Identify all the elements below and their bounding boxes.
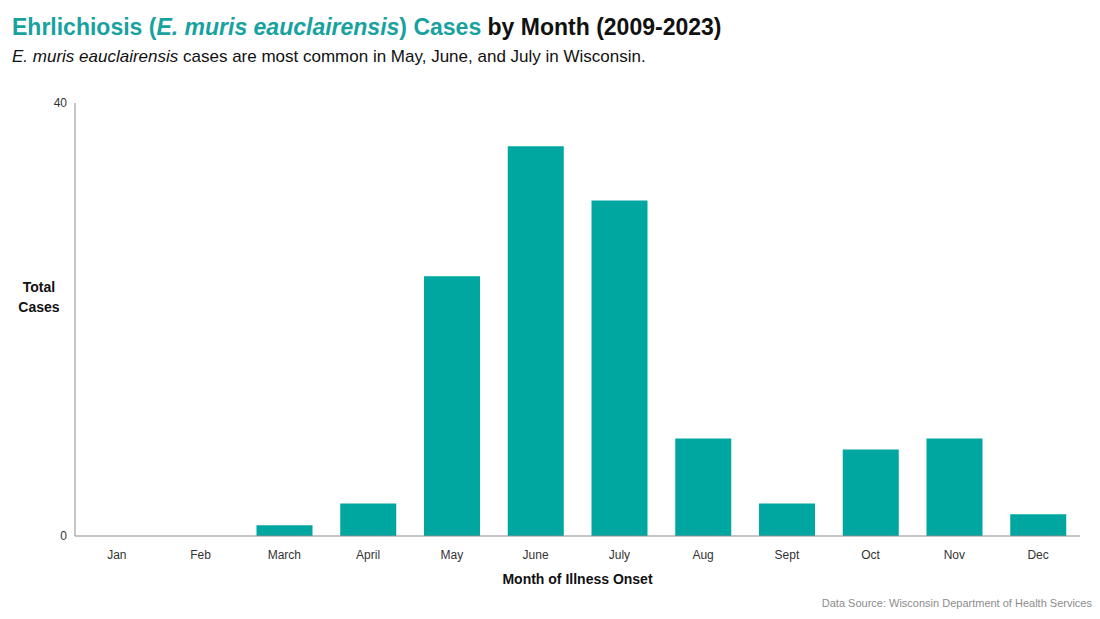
svg-text:July: July [609, 548, 630, 562]
html-text:Total Cases: Total Cases [18, 279, 60, 315]
svg-text:Sept: Sept [775, 548, 800, 562]
svg-text:Aug: Aug [692, 548, 713, 562]
svg-text:March: March [268, 548, 301, 562]
svg-text:May: May [441, 548, 464, 562]
svg-text:Nov: Nov [944, 548, 965, 562]
svg-text:40: 40 [54, 96, 68, 110]
svg-text:Dec: Dec [1027, 548, 1048, 562]
svg-text:0: 0 [60, 529, 67, 543]
svg-text:Oct: Oct [861, 548, 880, 562]
html-text:E. muris eauclairensis cases a: E. muris eauclairensis cases are most co… [12, 47, 646, 66]
html-text:Month of Illness Onset: Month of Illness Onset [502, 571, 653, 587]
html-text:Data Source: Wisconsin Departm: Data Source: Wisconsin Department of Hea… [821, 597, 1092, 609]
svg-text:Jan: Jan [107, 548, 126, 562]
svg-text:Feb: Feb [190, 548, 211, 562]
svg-text:April: April [356, 548, 380, 562]
svg-text:June: June [523, 548, 549, 562]
html-text:Ehrlichiosis (E. muris eauclai: Ehrlichiosis (E. muris eauclairensis) Ca… [12, 14, 722, 40]
